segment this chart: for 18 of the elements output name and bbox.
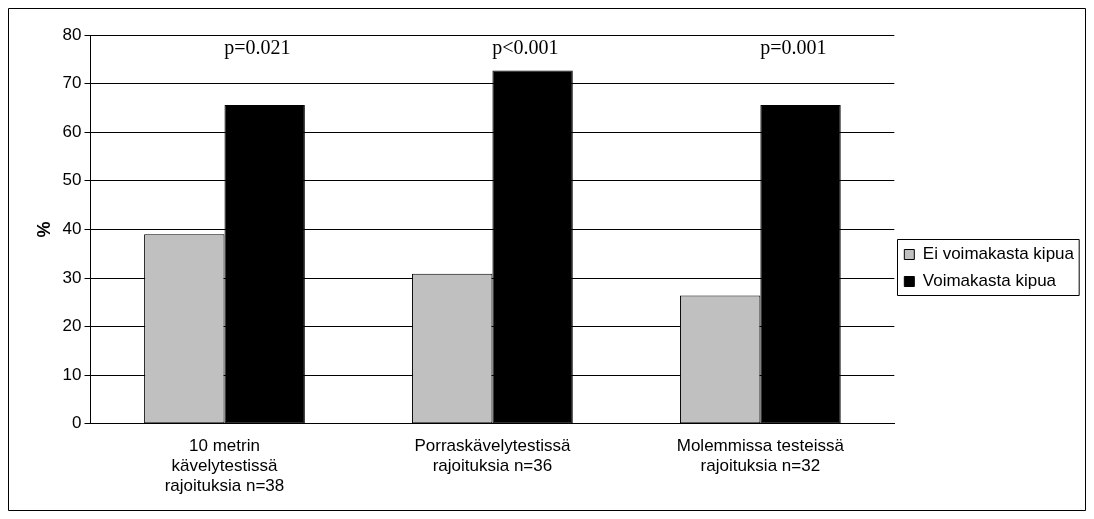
x-tick-label: 10 metrin kävelytestissä rajoituksia n=38	[164, 435, 285, 496]
annotation: p=0.021	[224, 36, 291, 60]
x-tick-label: Molemmissa testeissä rajoituksia n=32	[676, 435, 845, 476]
annotation: p=0.001	[760, 36, 827, 60]
y-axis-title: %	[33, 221, 54, 238]
y-tick-label: 70	[62, 73, 82, 93]
y-tick-label: 0	[72, 413, 82, 433]
y-tick-label: 30	[62, 267, 82, 287]
y-tick-label: 50	[62, 170, 82, 190]
y-tick-label: 40	[62, 219, 82, 239]
annotation: p<0.001	[492, 36, 559, 60]
y-tick-label: 20	[62, 316, 82, 336]
y-tick-label: 80	[62, 24, 82, 44]
legend-label: Voimakasta kipua	[922, 271, 1057, 291]
legend-label: Ei voimakasta kipua	[922, 244, 1075, 264]
x-tick-label: Porraskävelytestissä rajoituksia n=36	[414, 435, 571, 476]
y-tick-label: 10	[62, 364, 82, 384]
y-tick-label: 60	[62, 121, 82, 141]
